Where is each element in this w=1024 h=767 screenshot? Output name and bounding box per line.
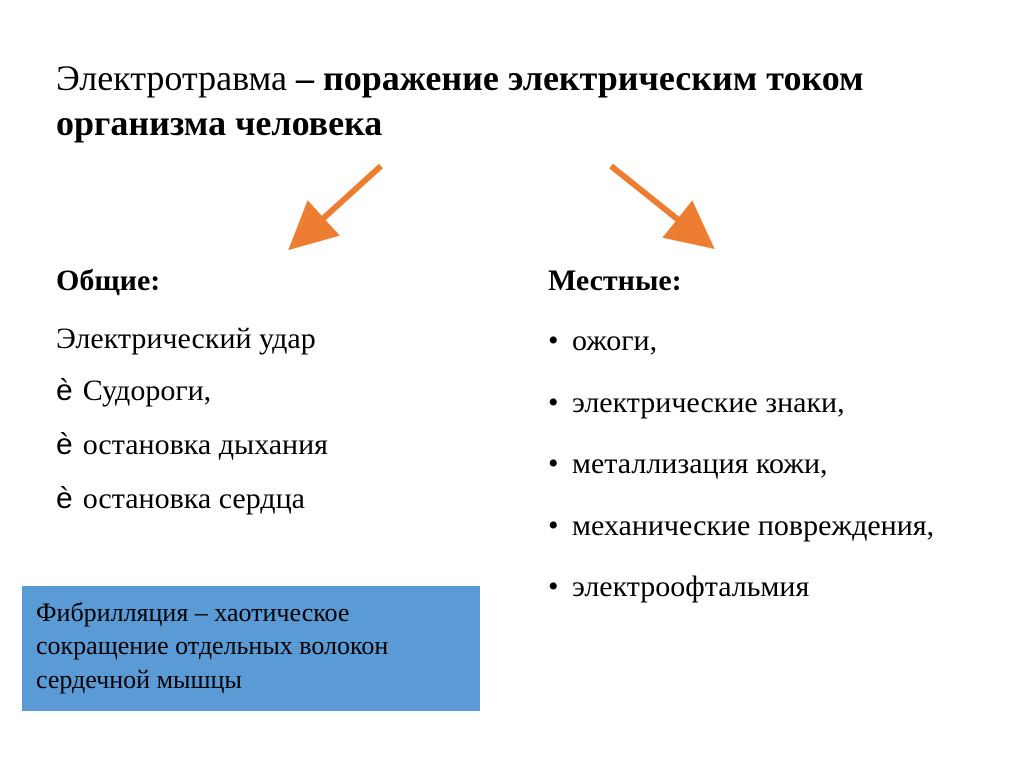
list-item-label: электроофтальмия <box>572 570 809 603</box>
left-lead: Электрический удар <box>56 322 476 356</box>
title-term: Электротравма <box>56 58 287 98</box>
list-item: è Судороги, <box>56 374 476 408</box>
footnote-box: Фибрилляция – хаотическое сокращение отд… <box>22 586 480 711</box>
right-list: ожоги, электрические знаки, металлизация… <box>548 322 968 606</box>
right-column: Местные: ожоги, электрические знаки, мет… <box>548 264 968 630</box>
list-item: ожоги, <box>548 322 968 360</box>
left-column: Общие: Электрический удар è Судороги, è … <box>56 264 476 630</box>
arrow-glyph-icon: è <box>56 482 73 516</box>
list-item-label: механические повреждения, <box>572 509 934 542</box>
list-item: è остановка дыхания <box>56 428 476 462</box>
list-item: è остановка сердца <box>56 482 476 516</box>
list-item: электроофтальмия <box>548 568 968 606</box>
list-item: электрические знаки, <box>548 384 968 422</box>
arrow-glyph-icon: è <box>56 374 73 408</box>
arrows-area <box>56 146 968 256</box>
right-heading: Местные: <box>548 264 968 298</box>
list-item-label: металлизация кожи, <box>572 447 828 480</box>
list-item-label: остановка дыхания <box>83 428 328 462</box>
list-item: металлизация кожи, <box>548 445 968 483</box>
slide: Электротравма – поражение электрическим … <box>0 0 1024 767</box>
arrow-right-icon <box>596 156 716 251</box>
footnote-text: Фибрилляция – хаотическое сокращение отд… <box>36 598 388 695</box>
list-item-label: электрические знаки, <box>572 386 845 419</box>
slide-title: Электротравма – поражение электрическим … <box>56 56 968 146</box>
arrow-left-icon <box>286 156 396 251</box>
left-heading: Общие: <box>56 264 476 298</box>
arrow-glyph-icon: è <box>56 428 73 462</box>
columns: Общие: Электрический удар è Судороги, è … <box>56 256 968 630</box>
left-list: è Судороги, è остановка дыхания è остано… <box>56 374 476 516</box>
list-item: механические повреждения, <box>548 507 968 545</box>
list-item-label: ожоги, <box>572 324 657 357</box>
list-item-label: Судороги, <box>83 374 212 408</box>
title-dash: – <box>287 58 323 98</box>
list-item-label: остановка сердца <box>83 482 305 516</box>
